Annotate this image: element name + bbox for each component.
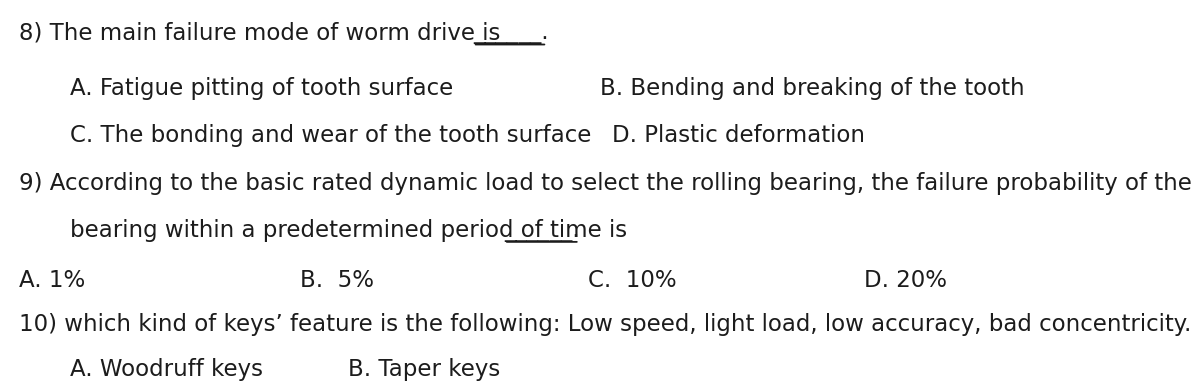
Text: C. The bonding and wear of the tooth surface: C. The bonding and wear of the tooth sur…: [70, 124, 590, 147]
Text: D. 20%: D. 20%: [864, 269, 947, 292]
Text: A. 1%: A. 1%: [19, 269, 85, 292]
Text: B. Taper keys: B. Taper keys: [348, 358, 500, 381]
Text: bearing within a predetermined period of time is: bearing within a predetermined period of…: [70, 219, 626, 241]
Text: A. Woodruff keys: A. Woodruff keys: [70, 358, 263, 381]
Text: A. Fatigue pitting of tooth surface: A. Fatigue pitting of tooth surface: [70, 77, 452, 100]
Text: 9) According to the basic rated dynamic load to select the rolling bearing, the : 9) According to the basic rated dynamic …: [19, 172, 1192, 195]
Text: 10) which kind of keys’ feature is the following: Low speed, light load, low acc: 10) which kind of keys’ feature is the f…: [19, 313, 1192, 336]
Text: C.  10%: C. 10%: [588, 269, 677, 292]
Text: B.  5%: B. 5%: [300, 269, 374, 292]
Text: D. Plastic deformation: D. Plastic deformation: [612, 124, 865, 147]
Text: ______.: ______.: [473, 21, 548, 44]
Text: ______.: ______.: [504, 219, 580, 241]
Text: 8) The main failure mode of worm drive is: 8) The main failure mode of worm drive i…: [19, 21, 500, 44]
Text: B. Bending and breaking of the tooth: B. Bending and breaking of the tooth: [600, 77, 1025, 100]
